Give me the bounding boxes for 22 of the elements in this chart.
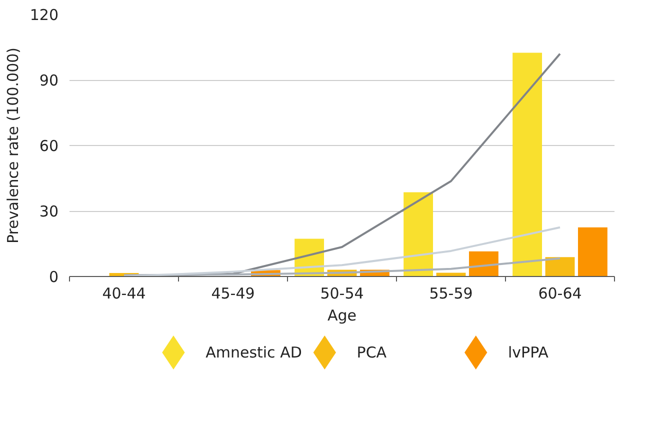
x-axis-title: Age xyxy=(327,306,357,324)
y-axis-title: Prevalence rate (100.000) xyxy=(4,47,22,244)
bar xyxy=(404,192,434,276)
y-tick-label: 60 xyxy=(39,137,59,155)
legend-label: lvPPA xyxy=(508,344,550,362)
bar xyxy=(512,52,542,276)
legend-label: PCA xyxy=(356,344,388,362)
y-tick-label: 90 xyxy=(39,72,59,90)
bar xyxy=(545,257,575,276)
x-tick-label: 50-54 xyxy=(320,284,364,302)
legend-label: Amnestic AD xyxy=(206,344,302,362)
y-tick-label: 0 xyxy=(48,268,59,286)
x-tick-label: 55-59 xyxy=(429,284,473,302)
bar xyxy=(578,227,608,276)
y-tick-label: 120 xyxy=(30,6,59,24)
x-tick-label: 60-64 xyxy=(538,284,582,302)
x-tick-label: 40-44 xyxy=(102,284,146,302)
bar xyxy=(468,251,498,276)
line-series xyxy=(123,257,561,276)
line-series xyxy=(123,226,561,276)
y-tick-label: 30 xyxy=(39,202,59,220)
x-tick-label: 45-49 xyxy=(211,284,255,302)
